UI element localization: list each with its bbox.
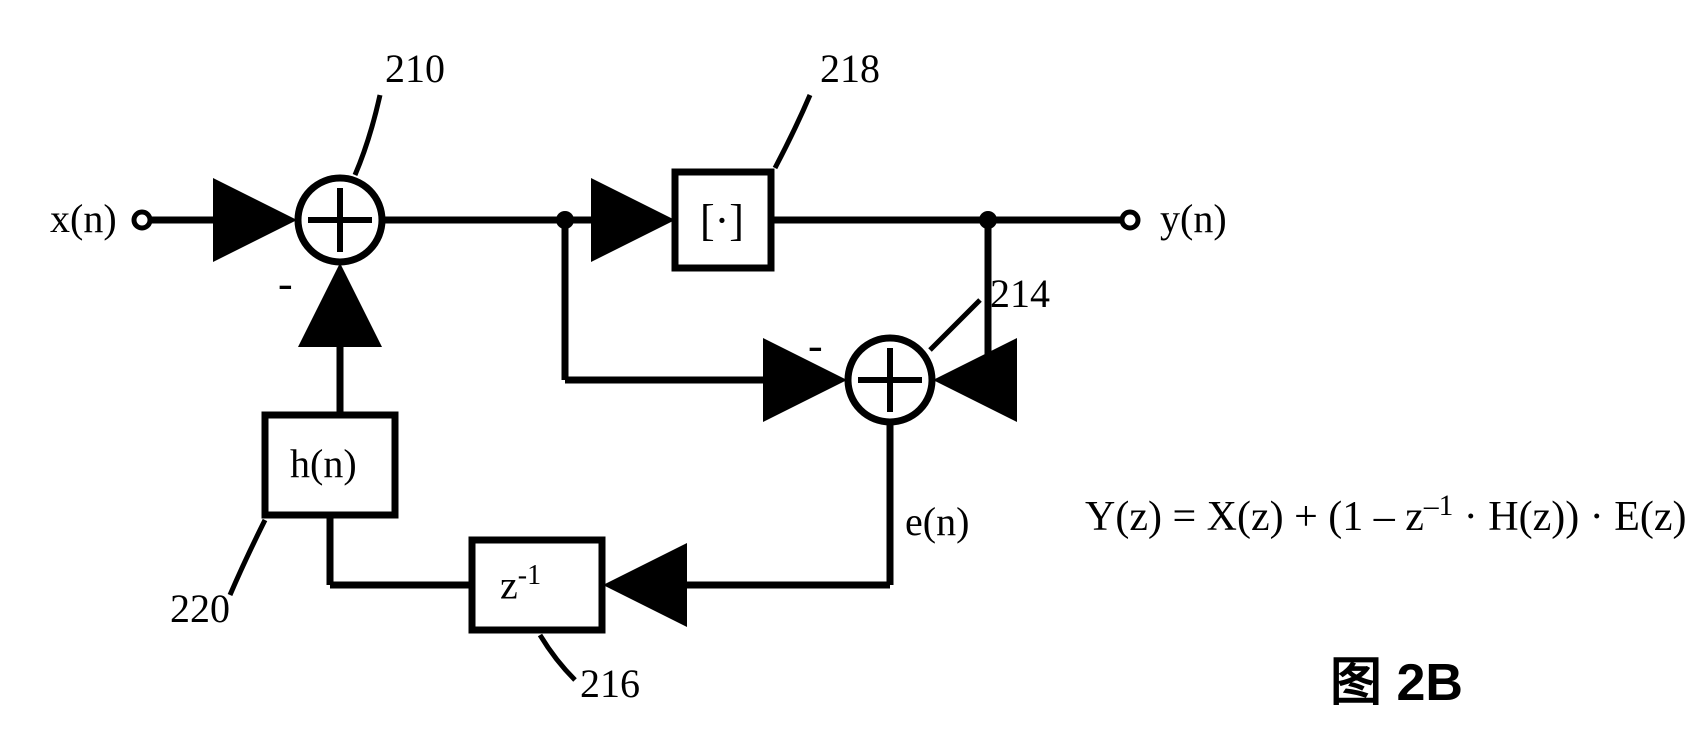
leader-214 bbox=[930, 300, 980, 350]
zblock-label: z-1 bbox=[500, 560, 541, 608]
ref-214: 214 bbox=[990, 270, 1050, 317]
minus-at-sum1: - bbox=[278, 258, 293, 309]
figure-label: 图 2B bbox=[1330, 640, 1463, 715]
ref-220: 220 bbox=[170, 585, 230, 632]
ref-218: 218 bbox=[820, 45, 880, 92]
output-label: y(n) bbox=[1160, 195, 1227, 242]
ref-216: 216 bbox=[580, 660, 640, 707]
output-terminal bbox=[1122, 212, 1138, 228]
leader-210 bbox=[355, 95, 380, 175]
ref-210: 210 bbox=[385, 45, 445, 92]
input-label: x(n) bbox=[50, 195, 117, 242]
hblock-label: h(n) bbox=[290, 440, 357, 487]
error-signal-label: e(n) bbox=[905, 498, 969, 545]
leader-216 bbox=[540, 635, 575, 680]
input-terminal bbox=[134, 212, 150, 228]
quantizer-label: [·] bbox=[700, 195, 744, 246]
diagram-container: x(n) y(n) 210 218 214 216 220 h(n) z-1 [… bbox=[20, 20, 1697, 723]
leader-220 bbox=[230, 520, 265, 595]
block-diagram-svg bbox=[20, 20, 1697, 723]
transfer-equation: Y(z) = X(z) + (1 – z–1 · H(z)) · E(z) bbox=[1085, 490, 1686, 541]
leader-218 bbox=[775, 95, 810, 168]
minus-at-sum2: - bbox=[808, 320, 823, 371]
